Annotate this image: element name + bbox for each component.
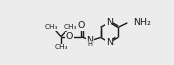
Text: CH₃: CH₃ [54,44,68,50]
Text: O: O [66,32,73,41]
Text: H: H [87,41,92,47]
Text: O: O [78,21,85,30]
Text: N: N [106,38,113,47]
Text: N: N [106,18,113,27]
Text: N: N [86,36,93,45]
Text: CH₃: CH₃ [45,24,58,30]
Text: CH₃: CH₃ [64,24,77,30]
Text: NH₂: NH₂ [134,18,151,27]
